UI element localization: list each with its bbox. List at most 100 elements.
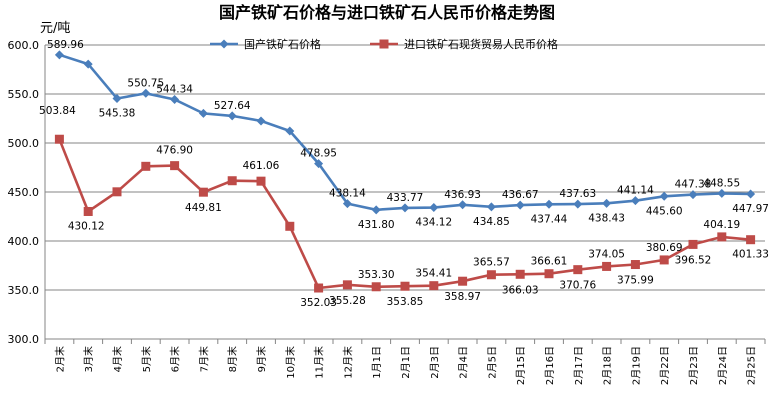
series-2-data-label: 401.33 <box>732 249 769 261</box>
series-1-point <box>630 196 640 206</box>
series-1-point <box>746 189 756 199</box>
series-1-point <box>170 95 180 105</box>
x-tick-label: 2月1日 <box>400 346 412 379</box>
series-1-point <box>573 199 583 209</box>
y-tick-label: 500.0 <box>8 137 40 150</box>
x-tick-label: 9月末 <box>255 346 268 372</box>
series-2-data-label: 476.90 <box>156 145 193 157</box>
x-tick-label: 2月5日 <box>486 346 498 379</box>
series-1-point <box>515 200 525 210</box>
series-2-point <box>198 187 208 197</box>
series-2-point <box>746 235 756 245</box>
series-1-point <box>198 108 208 118</box>
series-1-data-label: 438.14 <box>329 188 366 200</box>
legend-marker-series-2 <box>379 39 389 49</box>
legend-marker-series-1 <box>219 39 229 49</box>
series-2-point <box>573 265 583 275</box>
series-2-point <box>400 281 410 291</box>
x-tick-label: 2月16日 <box>544 346 556 385</box>
series-2-data-label: 353.30 <box>358 269 395 281</box>
x-tick-label: 3月末 <box>82 346 95 372</box>
series-2-point <box>314 283 324 293</box>
series-1-point <box>717 188 727 198</box>
series-2-point <box>227 176 237 186</box>
series-2-point <box>544 269 554 279</box>
series-2-data-label: 355.28 <box>329 295 366 307</box>
series-2-data-label: 503.84 <box>39 105 76 117</box>
chart-title: 国产铁矿石价格与进口铁矿石人民币价格走势图 <box>219 3 555 22</box>
series-2-point <box>659 255 669 265</box>
series-1-data-label: 527.64 <box>214 100 251 112</box>
series-1-data-label: 447.97 <box>732 203 769 215</box>
series-2-point <box>285 221 295 231</box>
series-2-data-label: 366.61 <box>531 256 568 268</box>
series-1-point <box>400 203 410 213</box>
series-1-data-label: 448.55 <box>703 177 740 189</box>
y-tick-label: 450.0 <box>8 186 40 199</box>
x-tick-label: 6月末 <box>169 346 182 372</box>
x-tick-label: 1月1日 <box>371 346 383 379</box>
x-tick-label: 2月25日 <box>746 346 758 385</box>
series-1-point <box>285 126 295 136</box>
series-2-point <box>54 134 64 144</box>
axes <box>44 45 766 344</box>
series-1-data-label: 545.38 <box>99 108 136 120</box>
x-tick-label: 2月17日 <box>573 346 585 385</box>
x-tick-label: 7月末 <box>197 346 210 372</box>
x-tick-label: 4月末 <box>111 346 124 372</box>
series-1-point <box>256 116 266 126</box>
series-1-data-label: 544.34 <box>156 84 193 96</box>
series-1-point <box>371 205 381 215</box>
y-tick-label: 600.0 <box>8 39 40 52</box>
series-2-data-label: 396.52 <box>675 254 712 266</box>
x-tick-label: 2月3日 <box>429 346 441 379</box>
legend-label-series-2: 进口铁矿石现货贸易人民币价格 <box>404 37 558 51</box>
series-1-data-label: 437.44 <box>531 213 568 225</box>
series-2-data-label: 375.99 <box>617 275 654 287</box>
series-2-point <box>717 232 727 242</box>
x-tick-label: 12月末 <box>341 346 354 379</box>
series-1-point <box>112 94 122 104</box>
series-2-point <box>342 280 352 290</box>
series-2-point <box>256 176 266 186</box>
series-2-point <box>486 270 496 280</box>
series-1-data-label: 447.38 <box>675 179 712 191</box>
y-tick-label: 400.0 <box>8 235 40 248</box>
series-2-point <box>371 282 381 292</box>
series-1-point <box>314 159 324 169</box>
series-1-data-label: 445.60 <box>646 205 683 217</box>
series-1-point <box>227 111 237 121</box>
legend-label-series-1: 国产铁矿石价格 <box>244 37 321 51</box>
series-1-point <box>54 50 64 60</box>
series-2-point <box>141 161 151 171</box>
series-1-data-label: 434.12 <box>415 217 452 229</box>
series-1-data-label: 478.95 <box>300 148 337 160</box>
series-2-data-label: 370.76 <box>559 280 596 292</box>
x-tick-label: 2月23日 <box>688 346 700 385</box>
series-2-data-label: 374.05 <box>588 248 625 260</box>
series-1-point <box>486 202 496 212</box>
series-2-point <box>515 269 525 279</box>
series-2-data-label: 430.12 <box>68 220 105 232</box>
x-tick-labels: 2月末 3月末 4月末 5月末 6月末 7月末 8月末 9月末 10月末 11月末 12月末 1月1日… <box>53 346 757 385</box>
series-1-point <box>544 199 554 209</box>
y-tick-label: 300.0 <box>8 333 40 346</box>
series-1-data-label: 441.14 <box>617 185 654 197</box>
series-2-data-label: 358.97 <box>444 291 481 303</box>
series-1-data-label: 589.96 <box>47 39 84 51</box>
series-1-point <box>83 59 93 69</box>
series-2-point <box>630 260 640 270</box>
series-1-data-label: 550.75 <box>127 77 164 89</box>
series-2-point <box>458 276 468 286</box>
series-2-data-label: 449.81 <box>185 202 222 214</box>
y-tick-labels: 300.0 350.0 400.0 450.0 500.0 550.0 600.0 <box>8 39 40 346</box>
series-1-point <box>429 203 439 213</box>
x-tick-label: 8月末 <box>226 346 239 372</box>
series-2-data-label: 352.03 <box>300 297 337 309</box>
x-tick-label: 2月24日 <box>717 346 729 385</box>
series-1-data-label: 431.80 <box>358 219 395 231</box>
series-1-data-label: 434.85 <box>473 216 510 228</box>
